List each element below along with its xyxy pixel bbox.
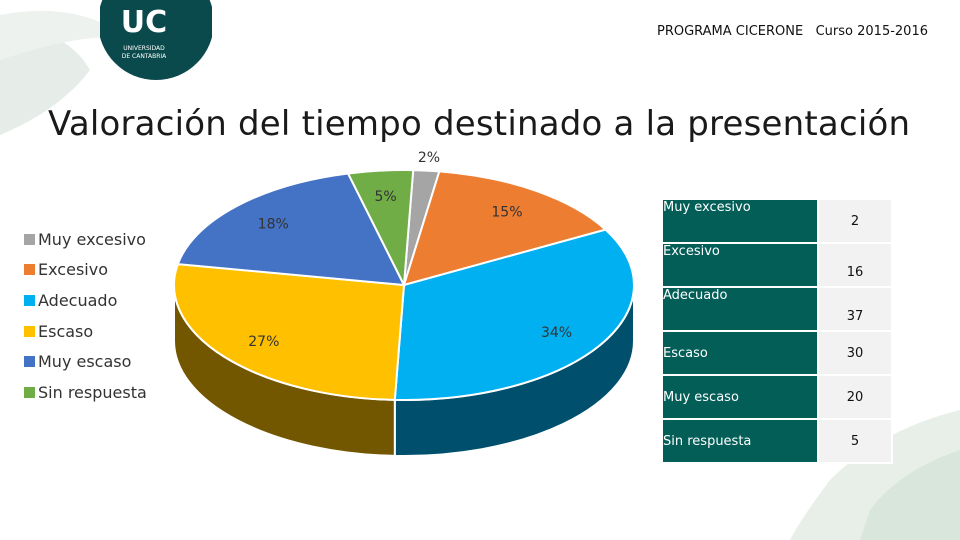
legend-item-muy-excesivo: Muy excesivo: [24, 224, 147, 255]
table-cell-category: Sin respuesta: [661, 418, 819, 464]
table-cell-category: Adecuado: [661, 286, 819, 332]
page-title: Valoración del tiempo destinado a la pre…: [48, 104, 911, 144]
legend-item-escaso: Escaso: [24, 316, 147, 347]
legend-label: Muy excesivo: [38, 229, 146, 249]
legend-swatch: [24, 294, 35, 306]
pie-slice-5: [346, 169, 415, 289]
pie-slice-label: 34%: [541, 325, 572, 341]
legend-label: Excesivo: [38, 260, 108, 280]
pie-slice-label: 27%: [248, 334, 279, 350]
bottom-right-swirl-dark: [860, 450, 960, 540]
legend-item-sin-respuesta: Sin respuesta: [24, 377, 147, 408]
program-header: PROGRAMA CICERONE Curso 2015-2016: [656, 24, 928, 39]
pie-slice-label: 5%: [374, 189, 396, 205]
table-cell-category: Muy escaso: [661, 374, 819, 420]
pie-slice-1: [402, 170, 608, 287]
table-row: Muy excesivo 2: [661, 198, 893, 244]
table-cell-value: 20: [817, 374, 893, 420]
table-row: Adecuado 37: [661, 286, 893, 332]
pie-labels: 2% 15% 34% 27% 18% 5%: [248, 150, 572, 350]
table-cell-category: Escaso: [661, 330, 819, 376]
legend-label: Muy escaso: [38, 352, 132, 372]
table-cell-value: 5: [817, 418, 893, 464]
university-logo: UC UNIVERSIDAD DE CANTABRIA: [100, 0, 212, 80]
chart-legend: Muy excesivo Excesivo Adecuado Escaso Mu…: [24, 224, 147, 408]
table-cell-value: 2: [817, 198, 893, 244]
top-left-swirl-light: [0, 10, 130, 60]
legend-swatch: [24, 233, 35, 245]
pie-slice-2: [393, 228, 635, 401]
legend-swatch: [24, 356, 35, 368]
logo-text: UC: [121, 5, 167, 40]
logo-subtext-2: DE CANTABRIA: [122, 53, 167, 60]
legend-swatch: [24, 325, 35, 337]
legend-label: Escaso: [38, 321, 94, 341]
logo-subtext-1: UNIVERSIDAD: [123, 45, 165, 52]
logo-circle: [100, 0, 212, 80]
data-table: Muy excesivo 2 Excesivo 16 Adecuado 37 E…: [661, 198, 893, 464]
table-cell-category: Muy excesivo: [661, 198, 819, 244]
pie-slice-label: 18%: [258, 217, 289, 233]
table-row: Escaso 30: [661, 330, 893, 376]
table-row: Excesivo 16: [661, 242, 893, 288]
table-cell-value: 30: [817, 330, 893, 376]
legend-item-excesivo: Excesivo: [24, 255, 147, 286]
legend-swatch: [24, 264, 35, 276]
pie-slice-3: [173, 263, 406, 401]
legend-item-adecuado: Adecuado: [24, 285, 147, 316]
pie-slice-label: 15%: [491, 205, 522, 221]
table-row: Sin respuesta 5: [661, 418, 893, 464]
table-cell-value: 16: [817, 242, 893, 288]
table-row: Muy escaso 20: [661, 374, 893, 420]
table-cell-value: 37: [817, 286, 893, 332]
pie-slices: [173, 169, 635, 401]
top-left-swirl: [0, 34, 90, 135]
pie-slice-label: 2%: [418, 150, 440, 166]
pie-slice-4: [176, 172, 406, 287]
legend-label: Adecuado: [38, 290, 118, 310]
legend-label: Sin respuesta: [38, 382, 147, 402]
table-cell-category: Excesivo: [661, 242, 819, 288]
legend-item-muy-escaso: Muy escaso: [24, 346, 147, 377]
legend-swatch: [24, 386, 35, 398]
